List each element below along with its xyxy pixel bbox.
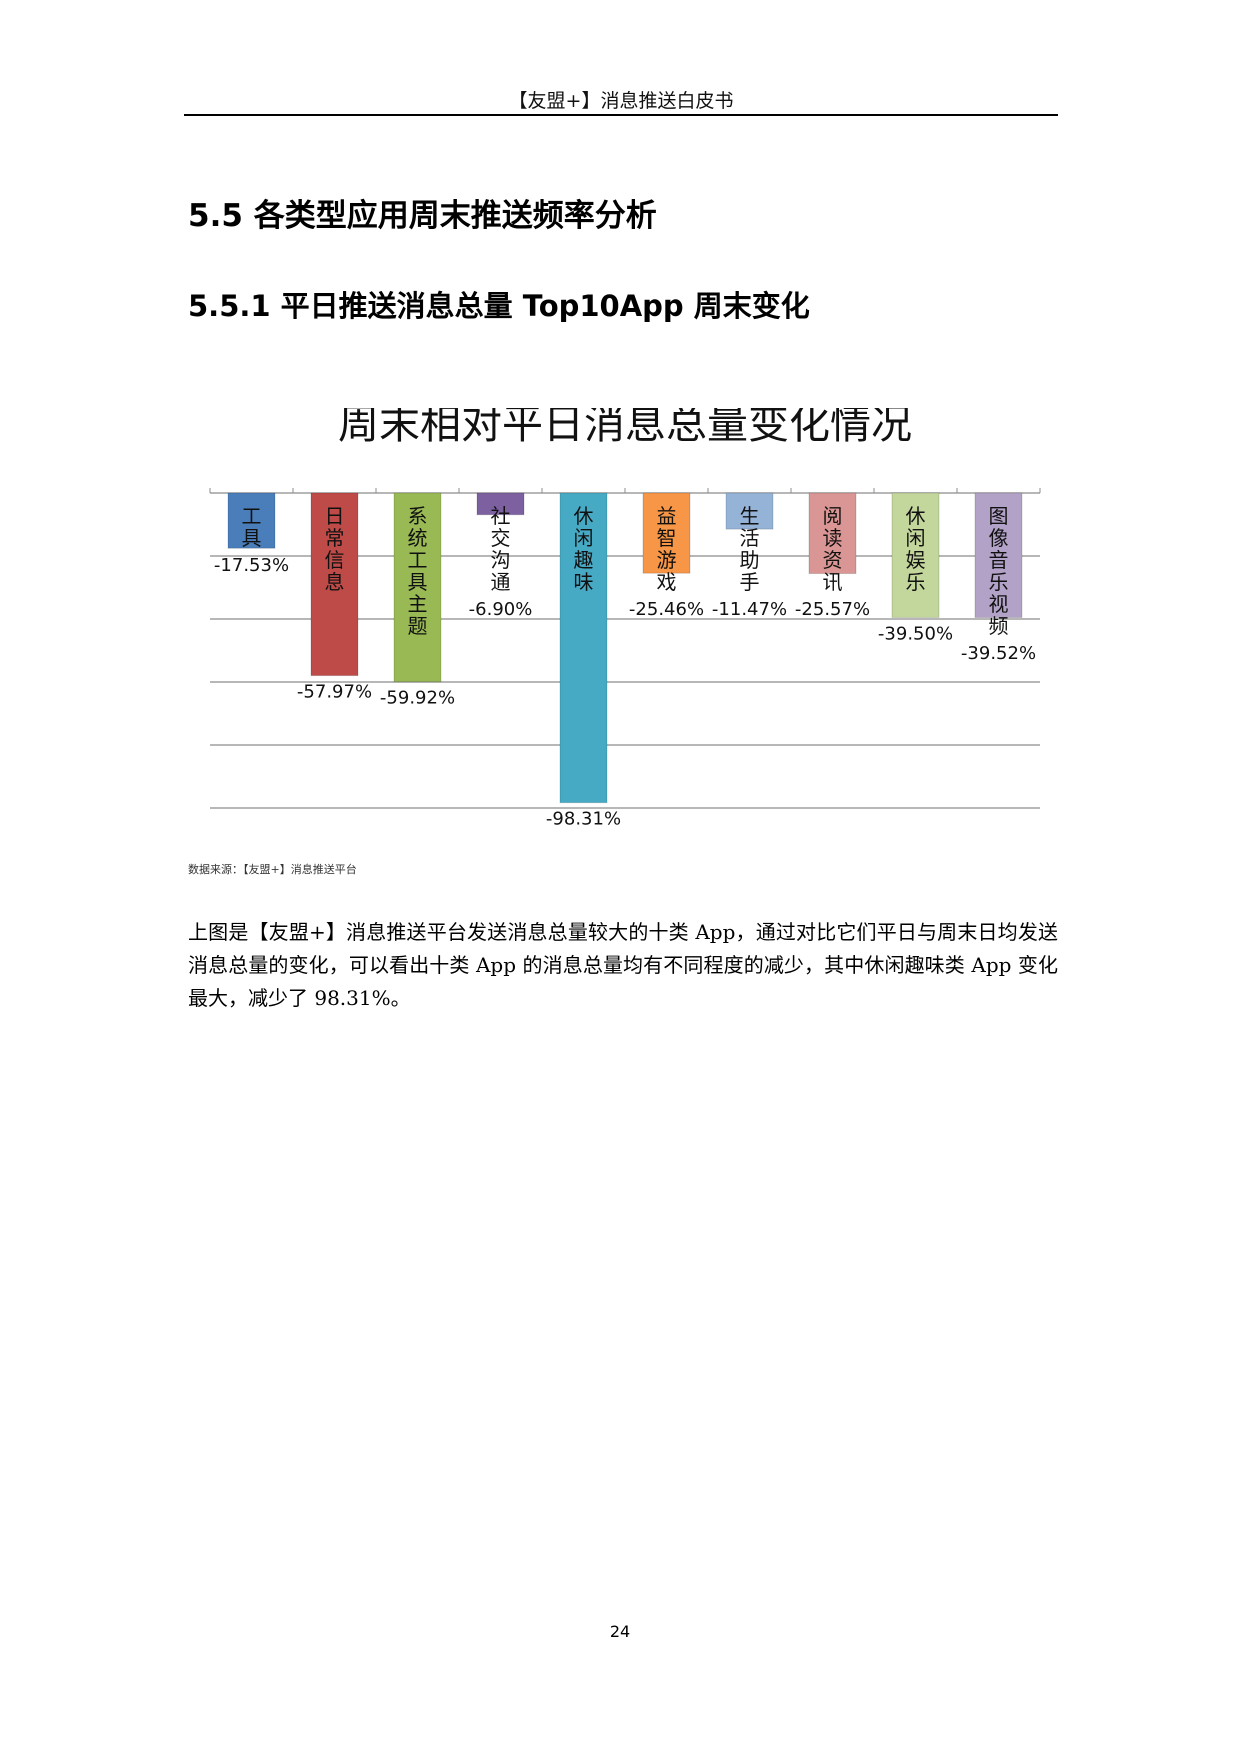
data-label: -25.46% — [629, 599, 704, 620]
chart-labels: 工具 -17.53% 日常信息 -57.97% 系统工具主题 -59.92% 社交沟通 -6.… — [214, 504, 1036, 830]
bar-7 — [725, 492, 774, 530]
category-label: 图像音乐视频 — [989, 504, 1009, 638]
category-label: 生活助手 — [740, 504, 760, 594]
running-header: 【友盟+】消息推送白皮书 — [508, 90, 734, 112]
category-label: 系统工具主题 — [408, 504, 428, 638]
data-label: -57.97% — [297, 682, 372, 703]
category-label: 日常信息 — [325, 504, 345, 594]
bar-chart: 周末相对平日消息总量变化情况 工具 -17.53% 日常信息 -57.97% 系统工具主… — [209, 408, 1041, 830]
data-label: -11.47% — [712, 599, 787, 620]
data-source-note: 数据来源：【友盟+】消息推送平台 — [188, 863, 357, 876]
section-heading: 5.5 各类型应用周末推送频率分析 — [188, 198, 657, 234]
bar-4 — [476, 492, 525, 516]
data-label: -39.50% — [878, 623, 953, 644]
chart-bars — [227, 492, 1023, 804]
body-paragraph: 上图是【友盟+】消息推送平台发送消息总量较大的十类 App，通过对比它们平日与周… — [188, 920, 1058, 1010]
category-label: 益智游戏 — [657, 504, 677, 594]
subsection-heading: 5.5.1 平日推送消息总量 Top10App 周末变化 — [188, 289, 810, 323]
category-label: 工具 — [242, 504, 262, 550]
page-number: 24 — [609, 1622, 631, 1641]
chart-title: 周末相对平日消息总量变化情况 — [338, 408, 912, 448]
bar-6 — [642, 492, 691, 574]
bar-3 — [393, 492, 442, 683]
bar-2 — [310, 492, 359, 677]
data-label: -98.31% — [546, 809, 621, 830]
bar-10 — [974, 492, 1023, 618]
category-label: 休闲娱乐 — [906, 504, 926, 594]
bar-9 — [891, 492, 940, 618]
category-label: 社交沟通 — [491, 504, 511, 594]
bar-8 — [808, 492, 857, 575]
data-label: -17.53% — [214, 555, 289, 576]
data-label: -25.57% — [795, 599, 870, 620]
bar-5 — [559, 492, 608, 804]
category-label: 休闲趣味 — [574, 504, 594, 594]
data-label: -59.92% — [380, 688, 455, 709]
bar-1 — [227, 492, 276, 549]
header-rule — [184, 114, 1058, 116]
category-label: 阅读资讯 — [823, 504, 843, 594]
data-label: -6.90% — [469, 599, 533, 620]
data-label: -39.52% — [961, 643, 1036, 664]
